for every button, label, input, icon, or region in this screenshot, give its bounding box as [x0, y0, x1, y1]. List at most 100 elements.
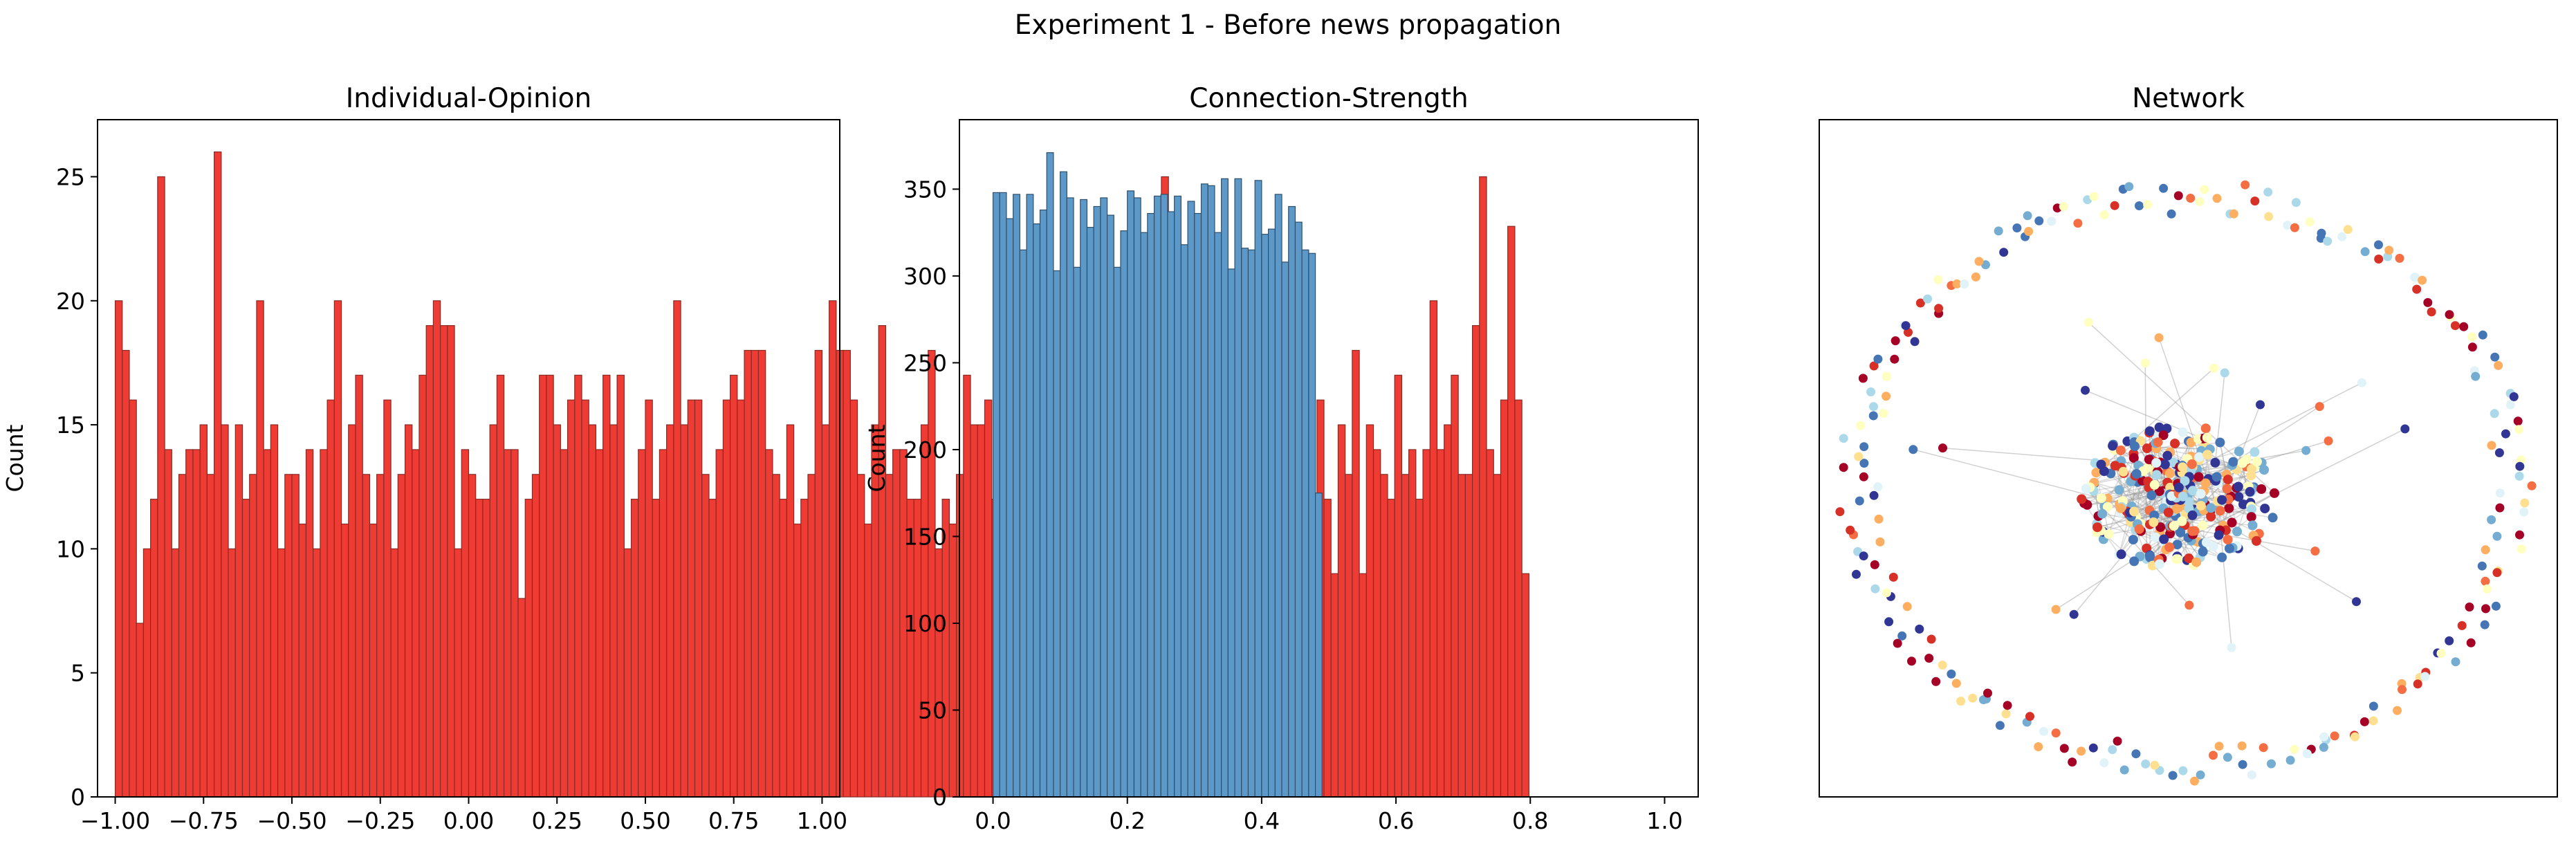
- network-node: [2495, 503, 2505, 513]
- histogram-bar: [1033, 223, 1041, 798]
- x-tick-label: −0.25: [345, 807, 415, 834]
- histogram-bar: [963, 374, 971, 798]
- network-node: [2001, 709, 2011, 719]
- network-node: [2247, 770, 2256, 780]
- network-node: [1846, 525, 1855, 535]
- network-node: [2178, 766, 2188, 775]
- network-node: [1859, 442, 1869, 452]
- histogram-bar: [298, 523, 307, 798]
- histogram-bar: [390, 548, 398, 798]
- network-node: [2102, 502, 2113, 512]
- histogram-bar: [1194, 212, 1202, 798]
- histogram-bar: [666, 424, 674, 798]
- network-node: [1995, 721, 2005, 730]
- network-node: [2343, 225, 2353, 235]
- histogram-bar: [935, 548, 943, 798]
- network-node: [2256, 400, 2265, 410]
- network-node: [2445, 636, 2454, 645]
- histogram-bar: [1053, 270, 1061, 798]
- network-node: [2175, 527, 2186, 537]
- x-tick-label: 0.8: [1512, 807, 1548, 834]
- network-node: [1915, 298, 1925, 308]
- network-node: [2115, 445, 2126, 456]
- histogram-bar: [616, 374, 625, 798]
- histogram-bar: [757, 349, 766, 798]
- x-tick-label: 0.0: [975, 807, 1011, 834]
- histogram-bar: [1241, 248, 1249, 798]
- histogram-bar: [595, 449, 604, 798]
- histogram-bar: [1174, 195, 1181, 798]
- network-node: [2233, 481, 2243, 492]
- network-node: [1994, 226, 2003, 236]
- network-node: [2108, 441, 2118, 451]
- network-node: [2234, 446, 2244, 457]
- network-node: [1882, 392, 1891, 401]
- network-node: [2467, 342, 2477, 352]
- histogram-bar: [475, 499, 484, 798]
- network-node: [2200, 185, 2209, 194]
- network-node: [2494, 448, 2504, 457]
- histogram-bar: [277, 548, 286, 798]
- x-tick-label: 0.6: [1378, 807, 1414, 834]
- network-node: [2178, 462, 2188, 472]
- network-node: [2150, 760, 2160, 770]
- network-node: [1859, 472, 1868, 481]
- network-plot: Network: [1819, 83, 2558, 798]
- axes-title: Individual-Opinion: [346, 83, 592, 114]
- network-node: [2263, 187, 2273, 197]
- network-node: [2047, 217, 2057, 226]
- network-node: [2384, 246, 2394, 255]
- network-node: [2487, 441, 2496, 450]
- x-tick-label: 0.2: [1109, 807, 1145, 834]
- network-node: [2115, 503, 2126, 513]
- network-node: [2283, 221, 2292, 230]
- network-node: [2224, 503, 2234, 513]
- histogram-bar: [1500, 399, 1509, 798]
- histogram-bar: [1247, 249, 1255, 798]
- histogram-bar: [142, 548, 151, 798]
- network-node: [2196, 488, 2206, 499]
- network-node: [2305, 217, 2315, 227]
- histogram-bar: [241, 499, 250, 798]
- network-node: [1902, 602, 1912, 612]
- network-node: [2171, 504, 2182, 514]
- network-node: [2184, 600, 2194, 610]
- network-node: [2191, 557, 2202, 567]
- histogram-bar: [1019, 249, 1027, 798]
- network-node: [2114, 485, 2124, 495]
- network-node: [2198, 520, 2208, 531]
- network-node: [2099, 758, 2109, 768]
- network-node: [2149, 511, 2160, 520]
- histogram-bar: [1060, 171, 1067, 798]
- histogram-bar: [1106, 214, 1114, 798]
- network-node: [2154, 333, 2164, 342]
- network-node: [2459, 322, 2469, 331]
- network-node: [2246, 470, 2256, 481]
- histogram-bar: [1113, 266, 1121, 798]
- network-node: [2227, 517, 2237, 528]
- network-node: [2134, 524, 2144, 534]
- histogram-bar: [864, 523, 872, 798]
- histogram-bar: [362, 474, 371, 798]
- histogram-bar: [786, 424, 795, 798]
- network-node: [2330, 731, 2339, 741]
- network-node: [2481, 604, 2490, 614]
- histogram-bar: [482, 499, 490, 798]
- network-node: [1910, 337, 1920, 347]
- network-node: [1893, 638, 1902, 648]
- network-node: [2154, 559, 2164, 569]
- histogram-bar: [157, 176, 165, 798]
- histogram-bar: [1387, 499, 1395, 798]
- histogram-bar: [821, 424, 830, 798]
- network-node: [2131, 469, 2142, 479]
- histogram-bar: [1167, 211, 1175, 798]
- network-node: [2186, 194, 2196, 203]
- histogram-bar: [1214, 232, 1222, 798]
- network-edge: [2219, 442, 2227, 475]
- axes-frame: [959, 119, 1699, 798]
- histogram-bar: [878, 325, 887, 798]
- histogram-bar: [313, 548, 321, 798]
- network-node: [2492, 568, 2502, 578]
- network-node: [1869, 490, 1879, 500]
- histogram-bar: [553, 424, 561, 798]
